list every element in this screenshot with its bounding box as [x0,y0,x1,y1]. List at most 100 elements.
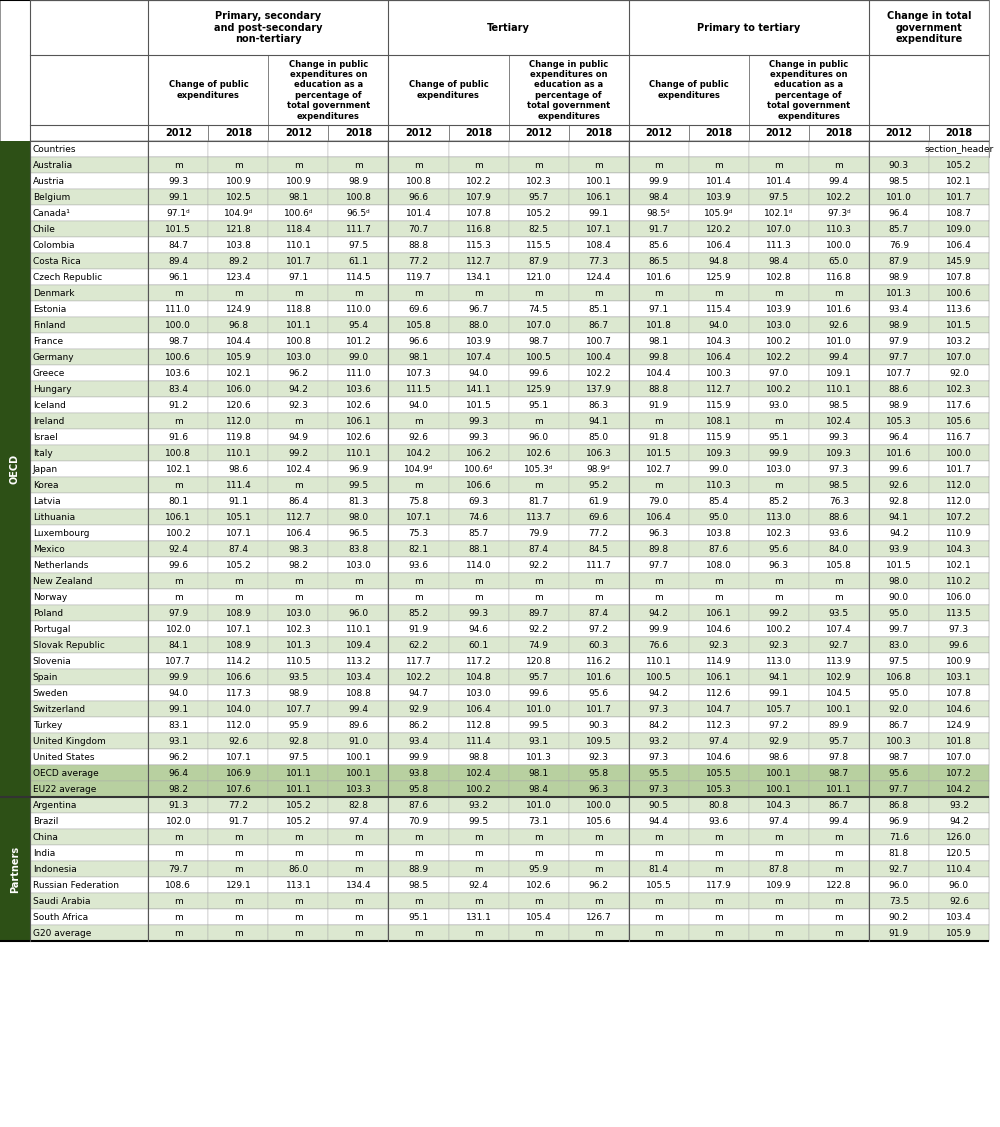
Text: 93.1: 93.1 [168,737,188,745]
Bar [869,221,929,237]
Text: 96.0: 96.0 [529,433,549,442]
Bar [388,492,449,509]
Text: 100.0: 100.0 [586,800,612,809]
Bar [268,492,328,509]
Bar [629,237,689,252]
Text: 102.2: 102.2 [466,177,491,186]
Text: 103.9: 103.9 [466,337,491,346]
Bar [629,525,689,541]
Text: 95.8: 95.8 [589,769,609,778]
Bar [328,781,388,797]
Bar [629,189,689,205]
Text: 98.4: 98.4 [529,784,549,793]
Text: 106.2: 106.2 [466,449,491,458]
Bar [388,541,449,557]
Bar [749,589,809,605]
Bar [629,365,689,381]
Bar [388,0,629,55]
Text: 93.6: 93.6 [709,816,729,825]
Bar [509,877,569,893]
Text: 109.4: 109.4 [346,640,371,649]
Bar [449,269,509,285]
Bar [689,829,749,845]
Text: 108.8: 108.8 [346,689,371,698]
Text: 98.5: 98.5 [408,880,429,889]
Text: 76.9: 76.9 [889,240,909,249]
Bar [749,605,809,621]
Bar [449,653,509,669]
Text: 81.8: 81.8 [889,849,909,858]
Bar [629,492,689,509]
Bar [268,205,328,221]
Bar [148,813,208,829]
Bar [208,525,268,541]
Bar [449,332,509,349]
Text: 103.2: 103.2 [946,337,972,346]
Bar [929,141,989,157]
Text: m: m [714,160,723,169]
Bar [629,541,689,557]
Text: 115.9: 115.9 [706,433,732,442]
Text: m: m [234,864,243,873]
Text: m: m [294,577,303,586]
Bar [268,669,328,685]
Bar [929,461,989,477]
Bar [208,669,268,685]
Bar [749,669,809,685]
Text: 84.7: 84.7 [168,240,188,249]
Bar [749,365,809,381]
Text: 115.4: 115.4 [706,304,732,313]
Bar [569,573,629,589]
Bar [208,317,268,332]
Bar [869,189,929,205]
Bar [929,621,989,637]
Text: 104.3: 104.3 [766,800,792,809]
Bar [268,909,328,925]
Bar [388,717,449,733]
Text: 103.8: 103.8 [706,529,732,538]
Text: 113.6: 113.6 [946,304,972,313]
Text: 92.8: 92.8 [288,737,308,745]
Bar [689,492,749,509]
Bar [689,189,749,205]
Text: 92.3: 92.3 [709,640,729,649]
Text: m: m [354,849,363,858]
Bar [328,749,388,765]
Text: 102.3: 102.3 [526,177,551,186]
Bar [449,349,509,365]
Text: 105.2: 105.2 [226,560,251,569]
Text: m: m [174,593,183,602]
Text: m: m [594,593,603,602]
Text: m: m [714,929,723,938]
Text: 92.6: 92.6 [949,896,969,905]
Text: 108.0: 108.0 [706,560,732,569]
Bar [449,829,509,845]
Text: m: m [534,833,543,842]
Bar [929,285,989,301]
Bar [569,717,629,733]
Text: 108.9: 108.9 [225,609,251,618]
Bar [689,717,749,733]
Bar [509,605,569,621]
Text: 114.5: 114.5 [346,273,371,282]
Text: 107.0: 107.0 [766,224,792,233]
Text: 96.5ᵈ: 96.5ᵈ [347,208,370,218]
Bar [569,221,629,237]
Text: m: m [714,913,723,922]
Bar [809,397,869,412]
Text: 104.8: 104.8 [466,673,491,682]
Text: 126.0: 126.0 [946,833,972,842]
Text: 102.3: 102.3 [766,529,792,538]
Text: m: m [174,480,183,489]
Bar [148,141,208,157]
Text: (14): (14) [949,144,969,153]
Text: 104.6: 104.6 [706,624,732,633]
Text: 99.3: 99.3 [468,433,489,442]
Text: m: m [234,160,243,169]
Text: Primary, secondary
and post-secondary
non-tertiary: Primary, secondary and post-secondary no… [214,11,323,44]
Text: (5): (5) [411,144,426,153]
Bar [148,285,208,301]
Text: 98.5: 98.5 [829,480,849,489]
Bar [809,477,869,492]
Text: 92.7: 92.7 [889,864,909,873]
